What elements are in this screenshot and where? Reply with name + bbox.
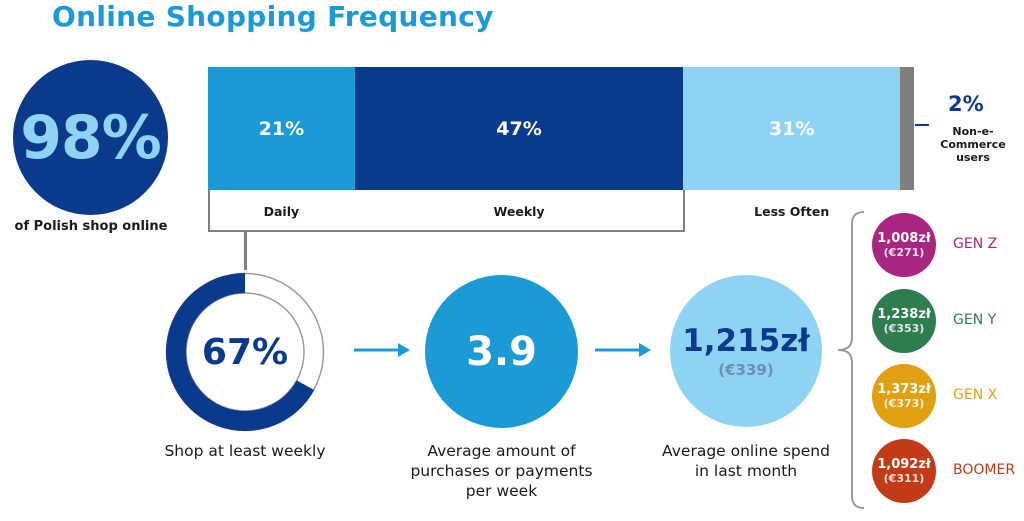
generation-circle: 1,373zł (€373) [872, 364, 936, 428]
bar-segment: 21% [208, 67, 355, 190]
bar-category-label: Daily [263, 204, 300, 219]
avg-spend-value: 1,215zł [682, 323, 810, 359]
daily-weekly-bracket [208, 190, 685, 232]
headline-caption: of Polish shop online [14, 219, 168, 234]
arrow-right-icon [354, 343, 410, 357]
generation-spend-eur: (€373) [883, 397, 925, 410]
avg-spend-caption: Average online spend in last month [645, 441, 847, 481]
generation-circle: 1,092zł (€311) [872, 439, 936, 503]
weekly-donut-chart [165, 272, 325, 432]
bar-segment: 31% [683, 67, 900, 190]
caption-line: Average amount of [427, 442, 576, 460]
donut-hole [187, 294, 303, 410]
generation-spend-pln: 1,008zł [877, 231, 931, 246]
generation-label: GEN Z [953, 236, 998, 252]
avg-spend-circle: 1,215zł (€339) [670, 275, 822, 427]
avg-purchases-circle: 3.9 [425, 275, 578, 428]
frequency-stacked-bar: 21% 47% 31% [208, 67, 914, 190]
arrow-right-icon [595, 343, 651, 357]
generation-spend-eur: (€311) [883, 472, 925, 485]
generation-label: GEN Y [953, 312, 997, 328]
non-ecommerce-label: Non-e-Commerce users [940, 125, 1006, 164]
bar-category-label: Less Often [754, 204, 830, 219]
bar-category-label: Weekly [493, 204, 545, 219]
generation-circle: 1,238zł (€353) [872, 289, 936, 353]
non-ecommerce-pointer [915, 124, 929, 126]
bar-segment: 47% [354, 67, 684, 190]
generation-circle: 1,008zł (€271) [872, 213, 936, 277]
headline-circle: 98% [13, 60, 168, 215]
bar-data-label: 21% [258, 117, 305, 140]
avg-spend-euro: (€339) [718, 361, 774, 379]
avg-purchases-caption: Average amount of purchases or payments … [395, 441, 608, 501]
bracket-connector [244, 232, 247, 270]
generation-label: BOOMER [953, 462, 1016, 478]
caption-line: in last month [694, 462, 798, 480]
non-ecommerce-value: 2% [948, 92, 984, 116]
page-title: Online Shopping Frequency [52, 0, 494, 33]
avg-purchases-value: 3.9 [466, 328, 537, 375]
caption-line: per week [465, 482, 538, 500]
weekly-caption: Shop at least weekly [164, 442, 326, 460]
bar-segment [900, 67, 914, 190]
donut-value: 67% [201, 331, 289, 373]
caption-line: purchases or payments [410, 462, 593, 480]
bar-data-label: 47% [496, 117, 542, 140]
generation-spend-eur: (€353) [883, 322, 925, 335]
bar-data-label: 31% [768, 117, 815, 140]
generation-spend-pln: 1,238zł [877, 307, 931, 322]
generation-label: GEN X [953, 387, 998, 403]
headline-value: 98% [20, 102, 162, 173]
caption-line: Average online spend [662, 442, 830, 460]
generation-spend-pln: 1,092zł [877, 457, 931, 472]
generation-spend-eur: (€271) [883, 246, 925, 259]
generation-brace [837, 211, 865, 509]
generation-spend-pln: 1,373zł [877, 382, 931, 397]
